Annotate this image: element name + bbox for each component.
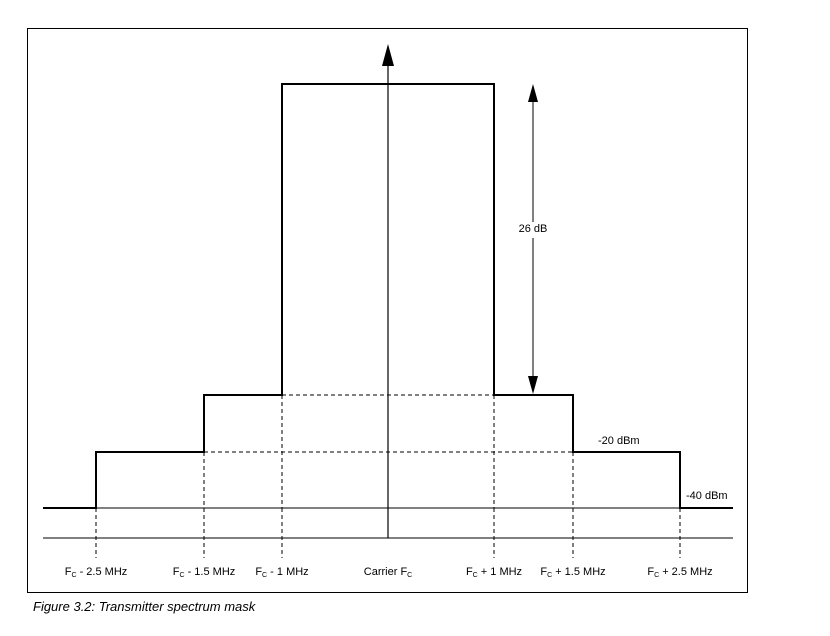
- dimension-label-26db: 26 dB: [518, 223, 548, 235]
- freq-label: FC + 1.5 MHz: [540, 566, 606, 579]
- diagram-frame: [27, 28, 748, 593]
- frequency-ticks: [95, 508, 681, 558]
- dimension-label-gap: [520, 222, 548, 238]
- freq-label: FC + 1 MHz: [465, 566, 523, 579]
- freq-label: FC - 1 MHz: [255, 566, 309, 579]
- dimension-arrow-top: [528, 84, 538, 102]
- level-label-minus20: -20 dBm: [598, 435, 640, 447]
- level-label-minus40: -40 dBm: [686, 490, 728, 502]
- freq-label: FC - 2.5 MHz: [64, 566, 128, 579]
- figure-caption: Figure 3.2: Transmitter spectrum mask: [33, 599, 256, 614]
- freq-label: FC - 1.5 MHz: [172, 566, 236, 579]
- freq-label-carrier: Carrier FC: [363, 566, 413, 579]
- freq-label: FC + 2.5 MHz: [647, 566, 713, 579]
- carrier-arrowhead: [382, 44, 394, 66]
- dimension-arrow-bottom: [528, 376, 538, 394]
